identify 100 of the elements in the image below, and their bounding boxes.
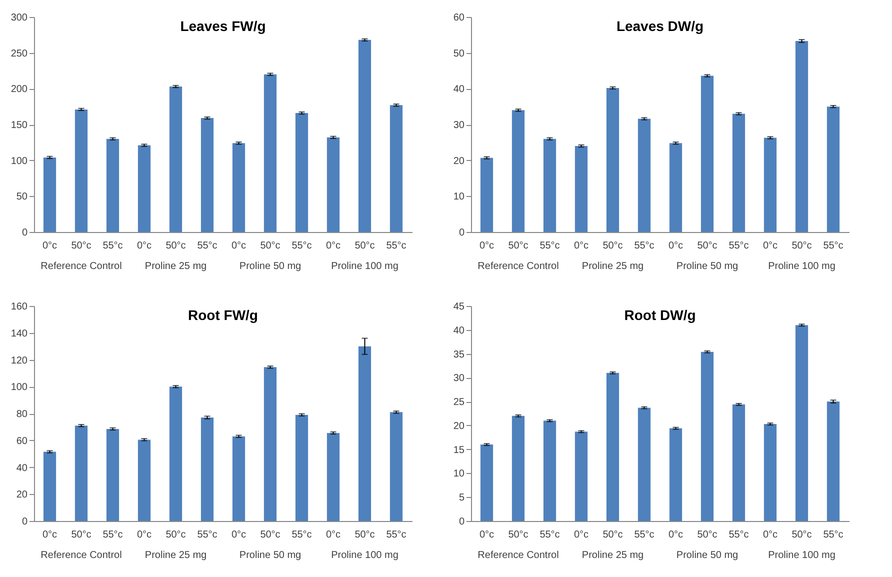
text: Proline 25 mg bbox=[144, 550, 207, 561]
y-tick-label: 20 bbox=[16, 490, 28, 501]
bar bbox=[264, 74, 277, 232]
bar bbox=[200, 418, 214, 521]
bar bbox=[43, 452, 56, 521]
x-tick-label: 55°c bbox=[823, 240, 844, 252]
bar bbox=[169, 386, 182, 521]
x-tick-label: 55°c bbox=[197, 240, 218, 252]
bar bbox=[700, 352, 714, 521]
x-tick-label: 55°c bbox=[292, 530, 312, 540]
x-tick-label: 0°c bbox=[762, 530, 778, 540]
bar bbox=[700, 76, 714, 232]
y-tick-label: 10 bbox=[453, 468, 465, 480]
bar bbox=[574, 432, 588, 521]
text: Proline 25 mg bbox=[582, 261, 644, 272]
bar bbox=[106, 138, 120, 232]
text: Proline 100 mg bbox=[768, 261, 836, 272]
x-tick-label: 50°c bbox=[260, 240, 280, 252]
x-tick-label: 55°c bbox=[102, 530, 123, 540]
y-tick-label: 100 bbox=[10, 382, 28, 394]
y-tick-label: 40 bbox=[453, 84, 465, 96]
y-tick-label: 20 bbox=[453, 420, 465, 432]
text: Proline 50 mg bbox=[676, 550, 738, 561]
x-tick-label: 0°c bbox=[136, 240, 152, 252]
text: Reference Control bbox=[40, 550, 122, 561]
x-tick-label: 55°c bbox=[102, 240, 123, 252]
bar bbox=[669, 428, 682, 521]
y-tick-label: 45 bbox=[453, 302, 465, 312]
x-tick-label: 50°c bbox=[166, 530, 186, 540]
bar bbox=[606, 372, 620, 521]
y-tick-label: 160 bbox=[10, 302, 28, 312]
y-tick-label: 60 bbox=[453, 12, 465, 24]
y-tick-label: 250 bbox=[10, 48, 28, 60]
x-tick-label: 55°c bbox=[197, 530, 218, 540]
y-tick-label: 30 bbox=[453, 373, 465, 384]
bar bbox=[390, 412, 403, 521]
bar bbox=[232, 436, 246, 521]
x-tick-label: 50°c bbox=[792, 530, 812, 540]
x-tick-label: 55°c bbox=[823, 530, 844, 540]
bar bbox=[74, 109, 88, 232]
x-tick-label: 0°c bbox=[574, 530, 589, 540]
x-tick-label: 0°c bbox=[479, 530, 494, 540]
chart-title: Leaves FW/g bbox=[180, 18, 266, 34]
chart-title: Root FW/g bbox=[188, 307, 258, 323]
text: Proline 25 mg bbox=[144, 261, 207, 272]
text: Proline 100 mg bbox=[331, 550, 398, 561]
y-tick-label: 30 bbox=[453, 120, 465, 131]
bar bbox=[169, 86, 182, 232]
x-tick-label: 55°c bbox=[540, 530, 560, 540]
bar bbox=[764, 138, 777, 232]
x-tick-label: 0°c bbox=[136, 530, 152, 540]
y-tick-label: 0 bbox=[458, 516, 465, 528]
chart-title: Leaves DW/g bbox=[616, 18, 704, 34]
y-tick-label: 80 bbox=[16, 409, 28, 420]
x-tick-label: 50°c bbox=[354, 530, 375, 540]
bar bbox=[106, 428, 120, 521]
x-tick-label: 50°c bbox=[508, 240, 528, 252]
x-tick-label: 50°c bbox=[354, 240, 375, 252]
y-tick-label: 20 bbox=[453, 156, 465, 167]
bar bbox=[826, 402, 840, 521]
x-tick-label: 50°c bbox=[602, 530, 623, 540]
bar bbox=[295, 113, 308, 232]
x-tick-label: 55°c bbox=[386, 530, 406, 540]
bar bbox=[480, 158, 494, 232]
text: Reference Control bbox=[40, 261, 122, 272]
bar bbox=[326, 137, 340, 232]
x-tick-label: 55°c bbox=[540, 240, 560, 252]
y-tick-label: 40 bbox=[453, 325, 465, 336]
y-tick-label: 0 bbox=[22, 228, 28, 238]
bar bbox=[232, 143, 246, 232]
y-tick-label: 50 bbox=[453, 48, 465, 60]
x-tick-label: 0°c bbox=[231, 240, 246, 252]
bar bbox=[295, 414, 308, 521]
text: Proline 25 mg bbox=[582, 550, 644, 561]
y-tick-label: 40 bbox=[16, 462, 28, 474]
y-tick-label: 50 bbox=[16, 192, 28, 203]
text: Proline 100 mg bbox=[331, 261, 398, 272]
text: Reference Control bbox=[478, 550, 559, 561]
y-tick-label: 0 bbox=[458, 228, 465, 238]
text: Proline 100 mg bbox=[768, 550, 836, 561]
y-tick-label: 140 bbox=[10, 328, 28, 340]
x-tick-label: 0°c bbox=[762, 240, 778, 252]
x-tick-label: 0°c bbox=[668, 530, 684, 540]
chart-title: Root DW/g bbox=[624, 307, 696, 323]
bar bbox=[638, 118, 651, 232]
x-tick-label: 50°c bbox=[602, 240, 623, 252]
bar bbox=[390, 105, 403, 232]
bar bbox=[480, 444, 494, 521]
x-tick-label: 0°c bbox=[42, 530, 58, 540]
x-tick-label: 0°c bbox=[479, 240, 494, 252]
x-tick-label: 0°c bbox=[668, 240, 684, 252]
x-tick-label: 0°c bbox=[574, 240, 589, 252]
bar bbox=[732, 404, 746, 521]
bar bbox=[795, 325, 808, 521]
x-tick-label: 50°c bbox=[508, 530, 528, 540]
y-tick-label: 35 bbox=[453, 349, 465, 360]
bar bbox=[138, 440, 151, 521]
text: Proline 50 mg bbox=[239, 550, 302, 561]
bar bbox=[543, 138, 556, 232]
y-tick-label: 100 bbox=[10, 156, 28, 167]
